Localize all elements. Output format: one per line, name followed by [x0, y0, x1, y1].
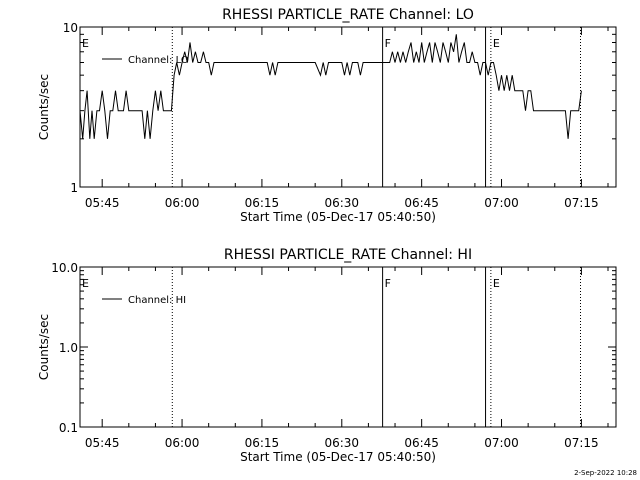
x-tick-label: 06:15 [245, 196, 280, 210]
annotation-label: E [493, 37, 500, 50]
chart-title: RHESSI PARTICLE_RATE Channel: LO [222, 7, 474, 23]
x-tick-label: 06:00 [165, 196, 200, 210]
x-axis-label: Start Time (05-Dec-17 05:40:50) [240, 210, 436, 224]
y-tick-label: 1 [70, 181, 78, 195]
x-tick-label: 05:45 [85, 436, 120, 450]
annotation-label: F [385, 277, 391, 290]
y-tick-label: 0.1 [59, 421, 78, 435]
y-tick-label: 10 [63, 21, 78, 35]
x-tick-label: 06:45 [404, 196, 439, 210]
annotation-label: E [82, 277, 89, 290]
x-tick-label: 05:45 [85, 196, 120, 210]
plot-frame [79, 266, 617, 428]
x-tick-label: 06:00 [165, 436, 200, 450]
x-tick-label: 07:15 [564, 436, 599, 450]
annotation-label: F [385, 37, 391, 50]
legend-label: Channel: LO [128, 55, 189, 66]
x-tick-label: 07:15 [564, 196, 599, 210]
x-tick-label: 07:00 [484, 196, 519, 210]
chart-panel-hi: RHESSI PARTICLE_RATE Channel: HI Counts/s… [37, 247, 617, 464]
y-axis-label: Counts/sec [37, 74, 51, 140]
x-tick-label: 06:30 [324, 196, 359, 210]
legend-label: Channel: HI [128, 295, 186, 306]
chart-panel-lo: RHESSI PARTICLE_RATE Channel: LO Counts/s… [37, 7, 617, 224]
footer-timestamp: 2-Sep-2022 10:28 [574, 469, 637, 477]
annotation-label: E [82, 37, 89, 50]
chart-title: RHESSI PARTICLE_RATE Channel: HI [224, 247, 472, 263]
plot-frame [79, 26, 617, 188]
x-tick-label: 07:00 [484, 436, 519, 450]
annotation-label: E [493, 277, 500, 290]
x-tick-label: 06:15 [245, 436, 280, 450]
y-tick-label: 1.0 [59, 341, 78, 355]
y-axis-label: Counts/sec [37, 314, 51, 380]
x-axis-label: Start Time (05-Dec-17 05:40:50) [240, 450, 436, 464]
series-line-0 [79, 34, 582, 139]
y-tick-label: 10.0 [51, 261, 78, 275]
x-tick-label: 06:30 [324, 436, 359, 450]
x-tick-label: 06:45 [404, 436, 439, 450]
